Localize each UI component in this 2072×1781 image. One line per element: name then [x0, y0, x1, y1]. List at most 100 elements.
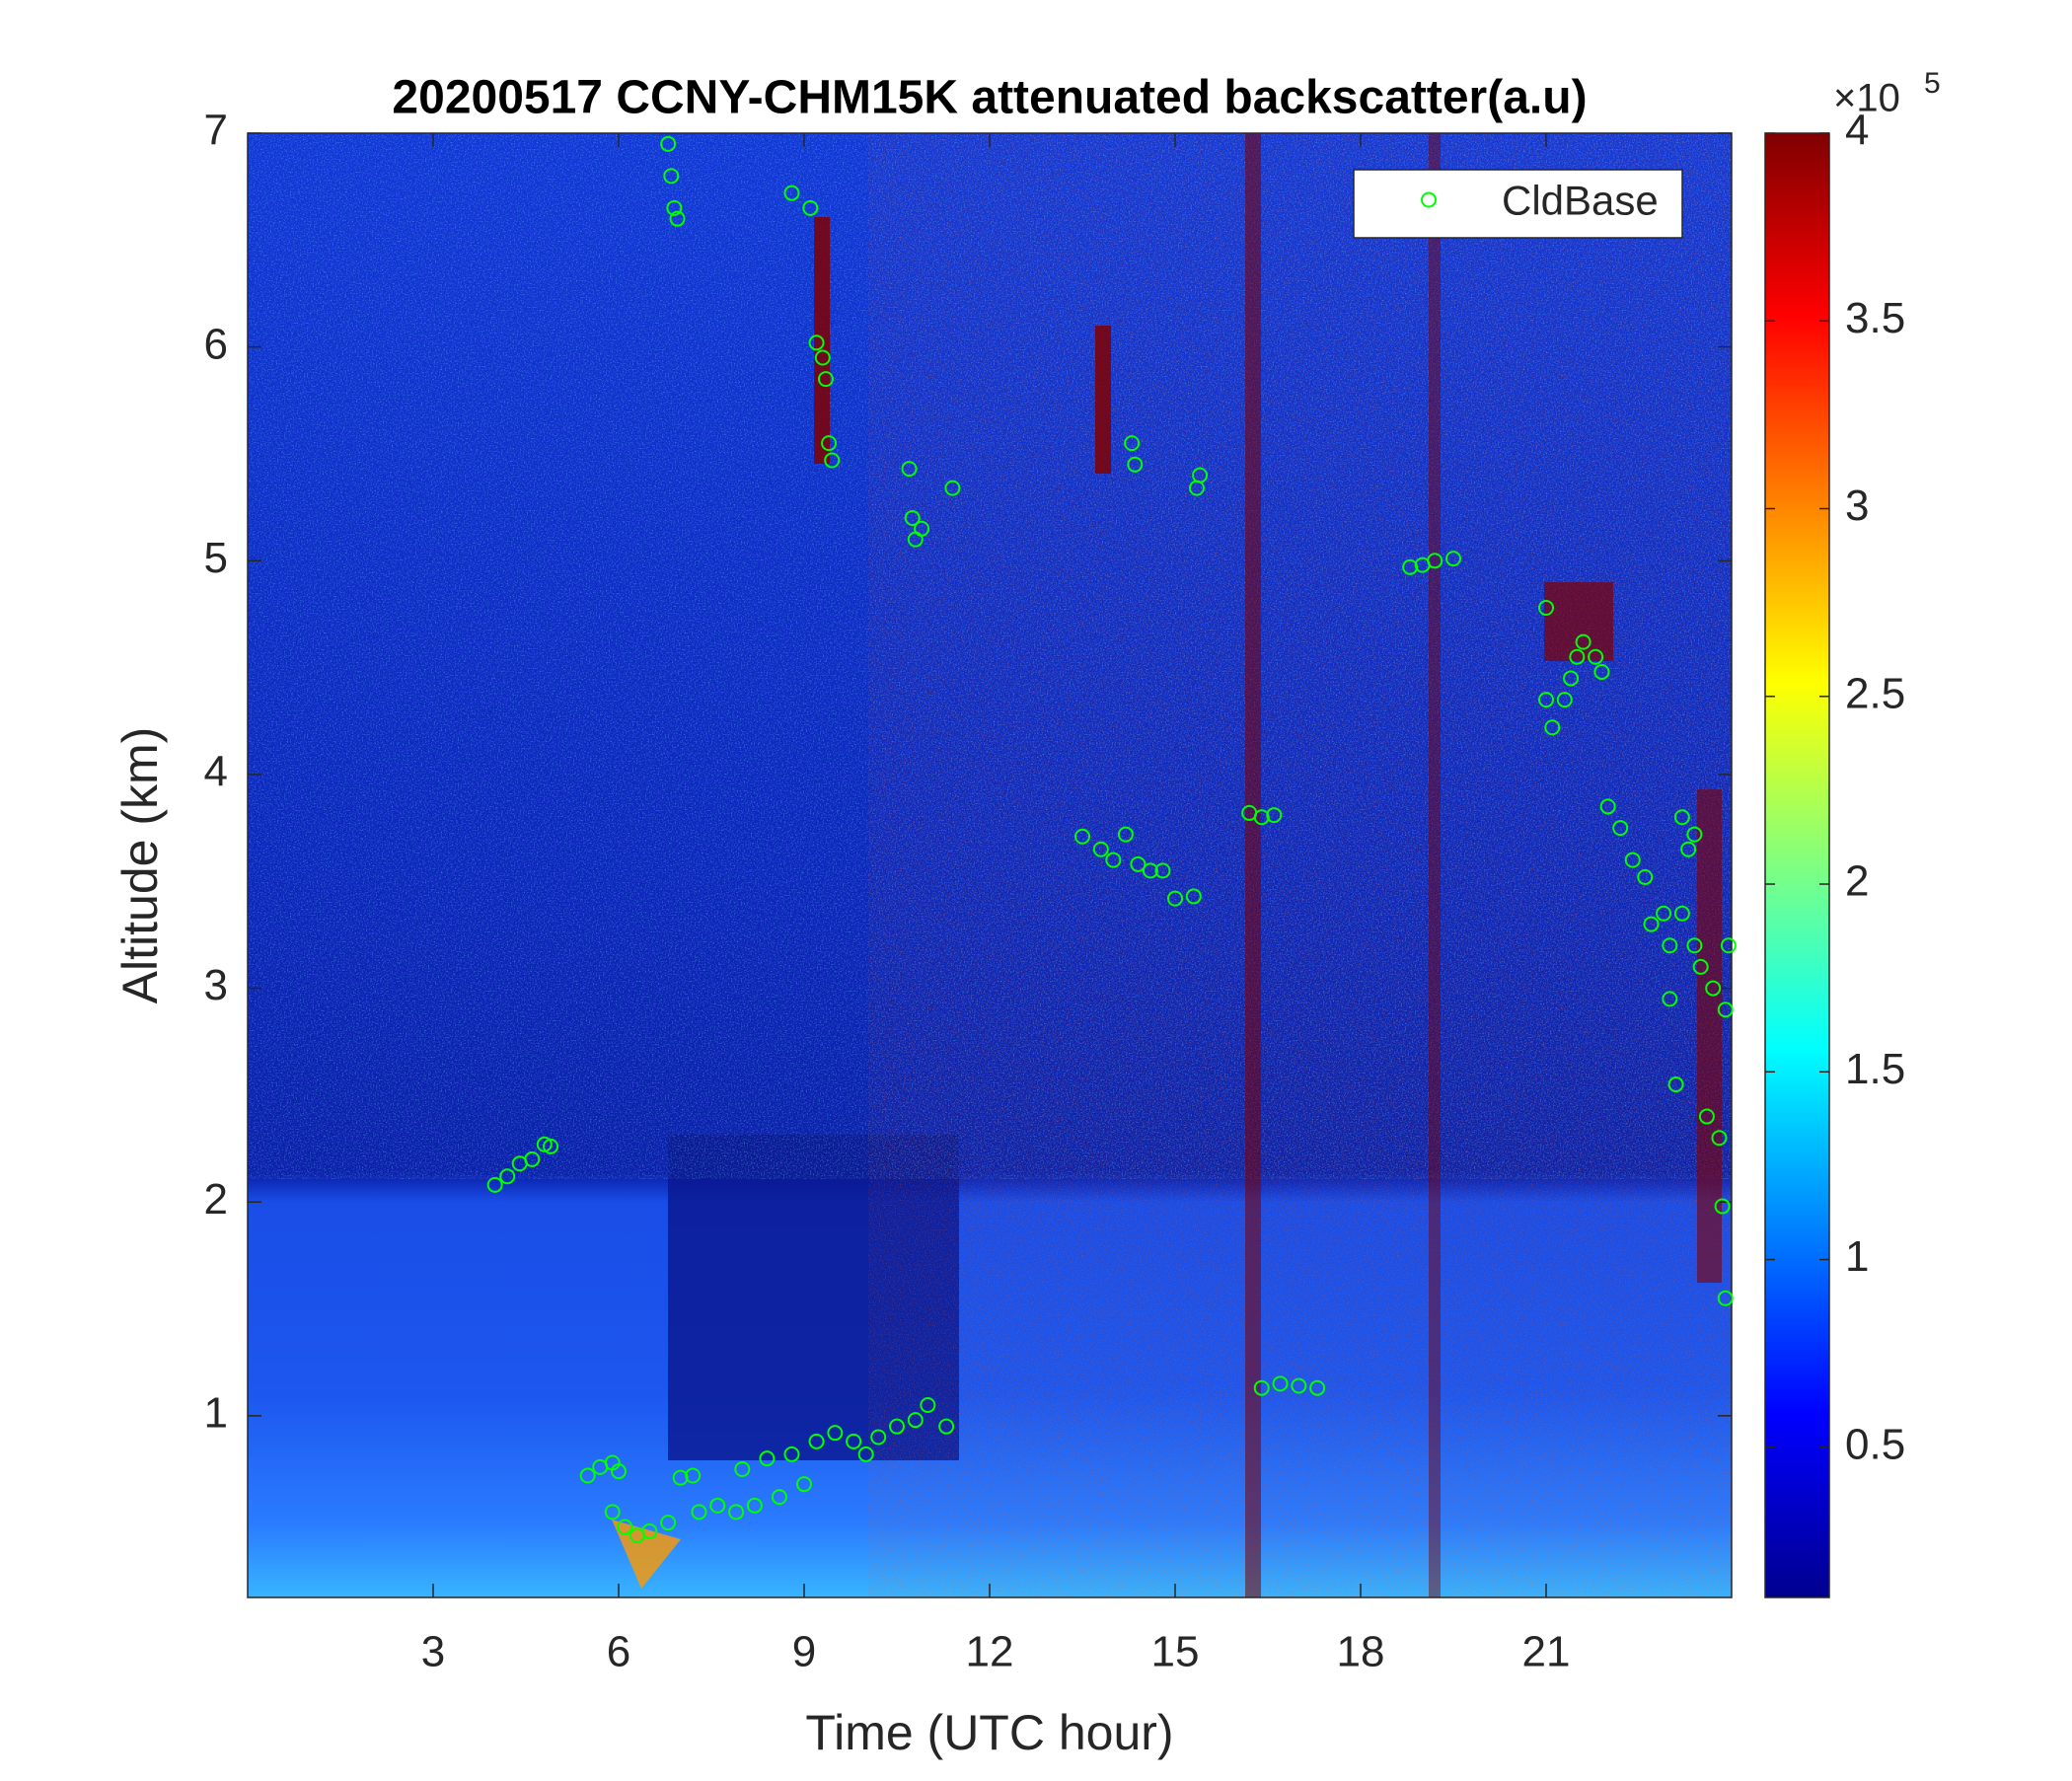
cloud-base-marker	[783, 185, 800, 201]
cloud-base-marker	[611, 1463, 627, 1480]
cloud-base-marker	[1569, 648, 1586, 665]
cloud-base-marker	[1124, 435, 1141, 452]
cloud-base-marker	[1667, 1076, 1684, 1093]
cloud-base-marker	[1427, 553, 1443, 569]
cloud-base-marker	[734, 1461, 751, 1478]
cloud-base-marker	[1291, 1377, 1307, 1394]
colorbar-tick-label: 1.5	[1845, 1045, 1905, 1093]
cloud-base-marker	[817, 371, 834, 388]
cloud-base-marker	[1673, 809, 1690, 826]
cloud-base-marker	[604, 1504, 621, 1521]
field-streak	[1429, 133, 1441, 1597]
field-streak	[1245, 133, 1261, 1597]
cloud-base-marker	[1556, 692, 1573, 708]
colorbar-tick-label: 3.5	[1845, 294, 1905, 342]
backscatter-field	[248, 133, 1732, 1597]
cloud-base-marker	[1637, 868, 1654, 885]
cloud-base-marker	[1593, 663, 1610, 680]
cloud-base-marker	[1643, 916, 1660, 932]
field-cloud	[1697, 789, 1722, 1283]
cloud-base-marker	[1662, 991, 1678, 1007]
legend: CldBase	[1353, 169, 1683, 239]
cloud-base-marker	[1253, 809, 1270, 826]
cloud-base-marker	[796, 1476, 812, 1493]
cloud-base-marker	[870, 1429, 887, 1446]
cloud-base-marker	[1705, 980, 1722, 997]
cloud-base-marker	[1656, 905, 1672, 922]
cloud-base-marker	[1167, 890, 1183, 907]
cloud-base-marker	[846, 1433, 862, 1449]
cloud-base-marker	[486, 1176, 503, 1193]
cloud-base-marker	[746, 1497, 763, 1514]
cloud-base-marker	[889, 1418, 905, 1435]
cloud-base-marker	[1092, 841, 1109, 857]
cloud-base-marker	[1445, 551, 1461, 567]
cloud-base-marker	[617, 1519, 633, 1535]
cloud-base-marker	[808, 334, 825, 351]
cloud-base-marker	[808, 1433, 825, 1449]
cloud-base-marker	[1309, 1379, 1326, 1396]
legend-label: CldBase	[1502, 178, 1659, 224]
cloud-base-marker	[1117, 826, 1134, 843]
field-cloud	[1095, 326, 1111, 474]
cloud-base-marker	[543, 1138, 559, 1154]
cloud-base-marker	[1714, 1198, 1731, 1215]
x-tick-label: 6	[607, 1628, 630, 1676]
cloud-base-marker	[1185, 888, 1202, 905]
field-hot-spot	[612, 1520, 681, 1589]
cloud-base-marker	[821, 435, 838, 452]
colorbar-tick-label: 0.5	[1845, 1420, 1905, 1468]
cloud-base-marker	[920, 1397, 936, 1414]
cloud-base-marker	[759, 1450, 776, 1467]
field-noise-red	[868, 133, 1732, 1597]
colorbar-exponent: 5	[1924, 67, 1941, 100]
y-axis-label: Altitude (km)	[112, 727, 168, 1004]
cloud-base-marker	[672, 1469, 689, 1486]
x-tick-label: 9	[792, 1628, 816, 1676]
cloud-base-marker	[1673, 905, 1690, 922]
chart-title: 20200517 CCNY-CHM15K attenuated backscat…	[392, 72, 1587, 124]
cloud-base-marker	[1538, 692, 1554, 708]
cloud-base-marker	[1711, 1130, 1728, 1147]
x-tick-label: 12	[966, 1628, 1014, 1676]
x-tick-label: 18	[1337, 1628, 1385, 1676]
cloud-base-marker	[1588, 648, 1604, 665]
y-tick-label: 5	[204, 534, 228, 582]
colorbar-tick-label: 3	[1845, 482, 1869, 530]
cloud-base-marker	[1692, 958, 1709, 975]
cloud-base-marker	[904, 509, 921, 526]
cloud-base-marker	[641, 1522, 658, 1539]
colorbar-exponent-label: ×10	[1833, 77, 1900, 120]
y-tick-label: 3	[204, 961, 228, 1009]
y-tick-label: 6	[204, 320, 228, 368]
cloud-base-marker	[728, 1504, 745, 1521]
cloud-base-marker	[1575, 633, 1591, 650]
cloud-base-marker	[685, 1467, 702, 1484]
cloud-base-marker	[1266, 807, 1283, 824]
cloud-base-marker	[824, 452, 841, 469]
cloud-base-marker	[1599, 798, 1616, 815]
cloud-base-marker	[579, 1467, 596, 1484]
cloud-base-marker	[1127, 456, 1144, 473]
cloud-base-marker	[1662, 937, 1678, 954]
cloud-base-marker	[857, 1446, 874, 1462]
x-tick-label: 21	[1522, 1628, 1571, 1676]
cloud-base-marker	[709, 1497, 726, 1514]
colorbar-tick-label: 2	[1845, 857, 1869, 906]
cloud-base-marker	[1142, 862, 1158, 879]
y-tick-label: 2	[204, 1175, 228, 1224]
cloud-base-marker	[827, 1425, 844, 1442]
y-tick-label: 1	[204, 1388, 228, 1437]
cloud-base-marker	[1544, 719, 1561, 736]
cloud-base-marker	[1717, 1290, 1734, 1306]
cloud-base-marker	[783, 1446, 800, 1462]
cloud-base-marker	[914, 520, 930, 537]
cloud-base-marker	[1074, 828, 1090, 845]
cloud-base-marker	[1698, 1108, 1715, 1125]
cloud-base-marker	[660, 135, 677, 152]
x-tick-label: 3	[421, 1628, 445, 1676]
cloud-base-marker	[1563, 670, 1580, 687]
cloud-base-marker	[814, 349, 831, 366]
y-tick-label: 4	[204, 748, 228, 796]
